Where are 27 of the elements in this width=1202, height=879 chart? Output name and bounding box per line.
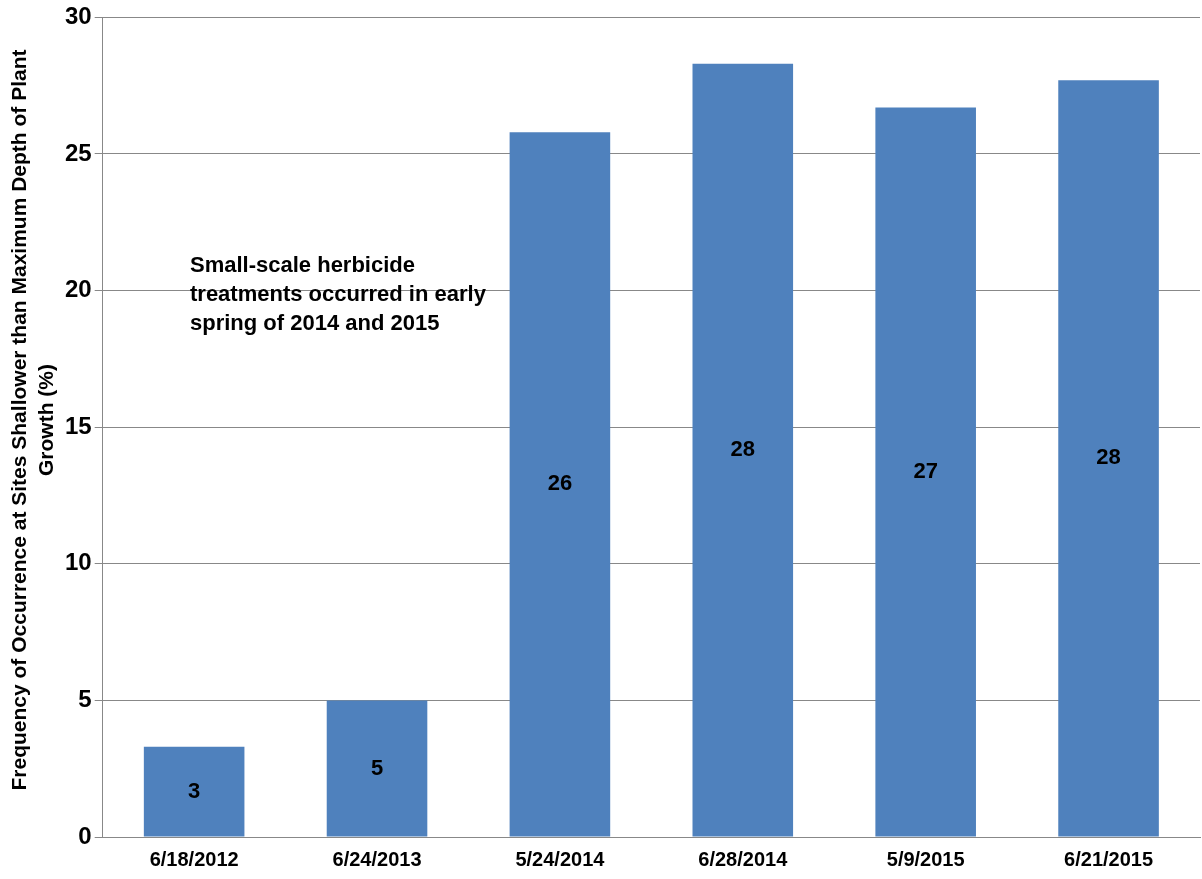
data-label: 3 (188, 777, 201, 803)
y-axis-title: Frequency of Occurrence at Sites Shallower than Maximum Depth of Plant Growth (%) (6, 48, 58, 793)
y-tick-label: 10 (64, 548, 92, 576)
y-tick-label: 25 (64, 138, 92, 166)
y-tick-label: 5 (78, 685, 92, 713)
data-label: 28 (730, 436, 756, 462)
y-tick-label: 15 (64, 411, 92, 439)
bar (509, 132, 611, 837)
x-tick-label: 5/9/2015 (886, 847, 965, 870)
bar (143, 746, 245, 837)
bar (1058, 80, 1159, 837)
data-label: 5 (370, 754, 384, 780)
data-label: 26 (547, 470, 573, 496)
y-tick-label: 0 (78, 821, 92, 849)
x-tick-label: 6/24/2013 (332, 847, 422, 870)
x-tick-label: 6/21/2015 (1064, 847, 1154, 870)
x-tick-label: 5/24/2014 (515, 847, 606, 870)
data-label: 27 (913, 458, 938, 484)
x-tick-label: 6/28/2014 (698, 847, 789, 870)
data-label: 28 (1096, 444, 1121, 470)
bar (875, 107, 976, 837)
y-tick-label: 20 (64, 275, 92, 303)
bar (326, 700, 428, 837)
bar (692, 63, 794, 837)
annotation: Small-scale herbicide treatments occurred in early spring of 2014 and 2015 (190, 251, 487, 337)
y-tick-label: 30 (64, 2, 92, 30)
x-tick-label: 6/18/2012 (149, 847, 239, 870)
